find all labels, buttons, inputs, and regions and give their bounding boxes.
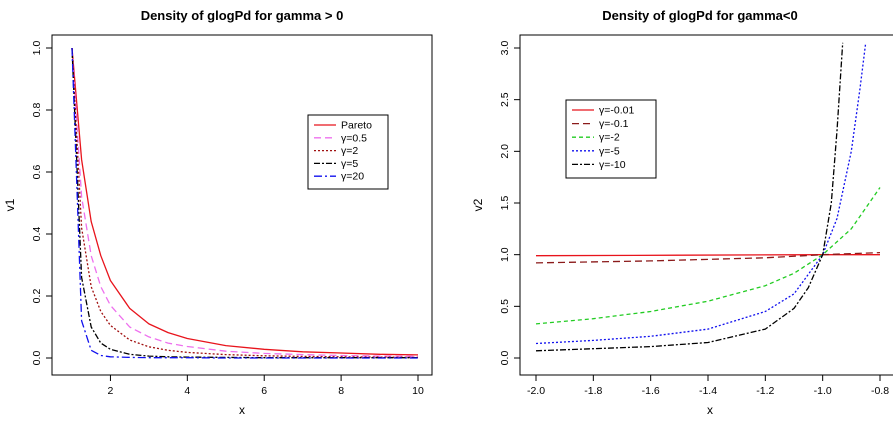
x-tick-label: -0.8: [871, 385, 889, 397]
legend-label-3: γ=-2: [599, 132, 620, 144]
y-tick-label: 0.5: [499, 299, 511, 314]
y-tick-label: 0.0: [31, 351, 43, 366]
chart-panel-gamma-positive: Density of glogPd for gamma > 0 x v1 2 4 6…: [3, 8, 433, 417]
plot-frame: [519, 34, 893, 376]
x-tick-label: 8: [338, 385, 344, 397]
chart-panel-gamma-negative: Density of glogPd for gamma<0 x v2 -2.0-…: [471, 8, 893, 417]
legend-label-4: γ=5: [341, 158, 358, 170]
y-axis-label: v2: [471, 198, 485, 211]
y-tick-label: 2.5: [499, 92, 511, 107]
legend-label-2: γ=0.5: [341, 132, 367, 144]
x-tick-label: -2.0: [527, 385, 545, 397]
x-tick-label: -1.8: [584, 385, 602, 397]
chart-title: Density of glogPd for gamma > 0: [141, 8, 344, 23]
series-line-3: [71, 47, 419, 359]
legend-label-4: γ=-5: [599, 145, 620, 157]
legend: γ=-0.01γ=-0.1 γ=-2γ=-5 γ=-10: [565, 99, 657, 179]
legend-label-1: Pareto: [341, 120, 372, 132]
x-axis-label: x: [239, 403, 245, 417]
series-lines: [535, 42, 881, 352]
x-tick-label: -1.0: [814, 385, 832, 397]
series-line-2: [535, 251, 881, 264]
x-tick-label: 6: [261, 385, 267, 397]
y-tick-label: 0.6: [31, 165, 43, 180]
x-tick-label: -1.2: [756, 385, 774, 397]
plot-frame: [51, 34, 433, 376]
x-tick-label: 10: [412, 385, 424, 397]
legend-label-1: γ=-0.01: [599, 105, 634, 117]
axis-ticks: -2.0 -1.8 -1.6 -1.4 -1.2 -1.0 -0.8 0.0 0.5 1.0 1.5…: [499, 41, 889, 397]
legend-label-5: γ=-10: [599, 159, 626, 171]
series-line-4: [535, 42, 867, 345]
y-tick-label: 0.0: [499, 351, 511, 366]
y-tick-label: 1.0: [31, 41, 43, 56]
legend-label-2: γ=-0.1: [599, 118, 629, 130]
series-line-1: [71, 47, 419, 356]
x-tick-label: -1.4: [699, 385, 717, 397]
series-line-2: [71, 47, 419, 358]
x-axis-label: x: [707, 403, 713, 417]
legend-label-3: γ=2: [341, 145, 358, 157]
axis-ticks: 2 4 6 8 10 0.0 0.2 0.4 0.6 0.8 1.0: [31, 41, 424, 397]
series-line-3: [535, 187, 881, 325]
y-tick-label: 0.4: [31, 227, 43, 242]
series-lines: [71, 47, 419, 359]
y-tick-label: 1.0: [499, 247, 511, 262]
y-axis-label: v1: [3, 198, 17, 211]
legend-label-5: γ=20: [341, 171, 364, 183]
series-line-1: [535, 254, 880, 257]
chart-title: Density of glogPd for gamma<0: [602, 8, 797, 23]
x-tick-label: 2: [108, 385, 114, 397]
y-tick-label: 3.0: [499, 41, 511, 56]
x-tick-label: 4: [184, 385, 190, 397]
y-tick-label: 1.5: [499, 196, 511, 211]
series-line-5: [71, 47, 418, 359]
y-tick-label: 0.8: [31, 103, 43, 118]
x-tick-label: -1.6: [642, 385, 660, 397]
y-tick-label: 2.0: [499, 144, 511, 159]
y-tick-label: 0.2: [31, 289, 43, 304]
series-line-4: [71, 47, 418, 359]
series-line-5: [535, 42, 844, 352]
